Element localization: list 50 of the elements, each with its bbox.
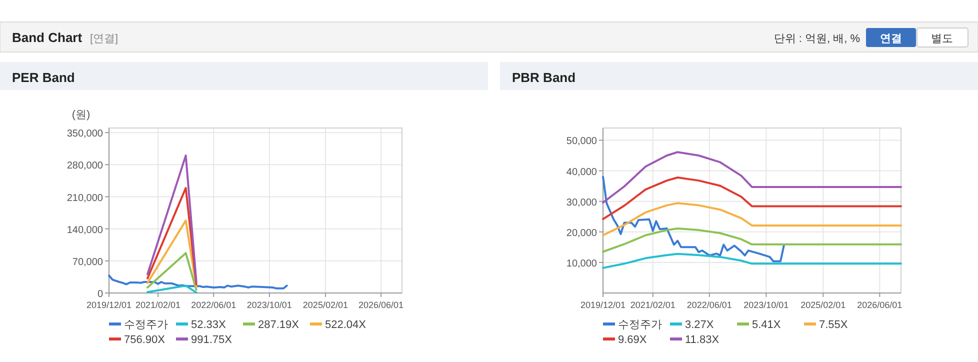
- legend-label: 9.69X: [618, 334, 648, 346]
- y-tick-label: 70,000: [72, 256, 104, 268]
- line-series: [108, 274, 288, 290]
- x-tick-label: 2023/10/01: [246, 300, 292, 310]
- line-series: [602, 228, 902, 253]
- x-tick-label: 2026/06/01: [857, 300, 902, 310]
- text: [연결]: [90, 33, 118, 45]
- x-tick-label: 2022/06/01: [686, 300, 732, 310]
- line-series: [602, 252, 902, 269]
- x-tick-label: 2025/02/01: [800, 300, 846, 310]
- text: 별도: [931, 33, 953, 45]
- x-tick-label: 2023/10/01: [744, 300, 789, 310]
- legend-label: 991.75X: [191, 334, 233, 346]
- y-axis-title: (원): [72, 109, 90, 121]
- y-tick-label: 350,000: [66, 128, 104, 140]
- x-tick-label: 2019/12/01: [86, 300, 132, 310]
- y-tick-label: 20,000: [566, 228, 598, 239]
- y-tick-label: 50,000: [566, 136, 598, 148]
- chart-title: PBR Band: [512, 70, 576, 85]
- legend-label: 11.83X: [685, 334, 720, 346]
- line-series: [602, 151, 902, 204]
- legend-label: 7.55X: [819, 319, 848, 331]
- y-tick-label: 30,000: [566, 197, 598, 208]
- chart-title: PER Band: [12, 70, 75, 85]
- legend-label: 522.04X: [325, 319, 367, 331]
- legend-label: 수정주가: [618, 319, 662, 331]
- line-series: [602, 176, 785, 262]
- legend-label: 3.27X: [685, 319, 714, 331]
- text: 단위 : 억원, 배, %: [774, 33, 860, 45]
- x-tick-label: 2021/02/01: [630, 300, 676, 310]
- y-tick-label: 140,000: [66, 224, 104, 236]
- legend-label: 5.41X: [752, 319, 782, 331]
- legend-label: 756.90X: [124, 334, 166, 346]
- text: Band Chart: [12, 30, 83, 45]
- y-tick-label: 40,000: [566, 166, 598, 178]
- legend-label: 287.19X: [258, 319, 300, 331]
- legend-label: 52.33X: [191, 319, 227, 331]
- x-tick-label: 2025/02/01: [302, 300, 348, 310]
- y-tick-label: 210,000: [66, 192, 104, 204]
- text: 연결: [880, 33, 902, 45]
- y-tick-label: 10,000: [566, 258, 598, 270]
- x-tick-label: 2019/12/01: [580, 300, 626, 310]
- line-series: [602, 176, 902, 220]
- y-tick-label: 280,000: [66, 160, 104, 172]
- x-tick-label: 2021/02/01: [136, 300, 181, 310]
- legend-label: 수정주가: [124, 319, 168, 331]
- x-tick-label: 2022/06/01: [191, 300, 236, 310]
- x-tick-label: 2026/06/01: [358, 300, 404, 310]
- line-series: [602, 202, 902, 236]
- y-tick-label: 0: [97, 289, 104, 300]
